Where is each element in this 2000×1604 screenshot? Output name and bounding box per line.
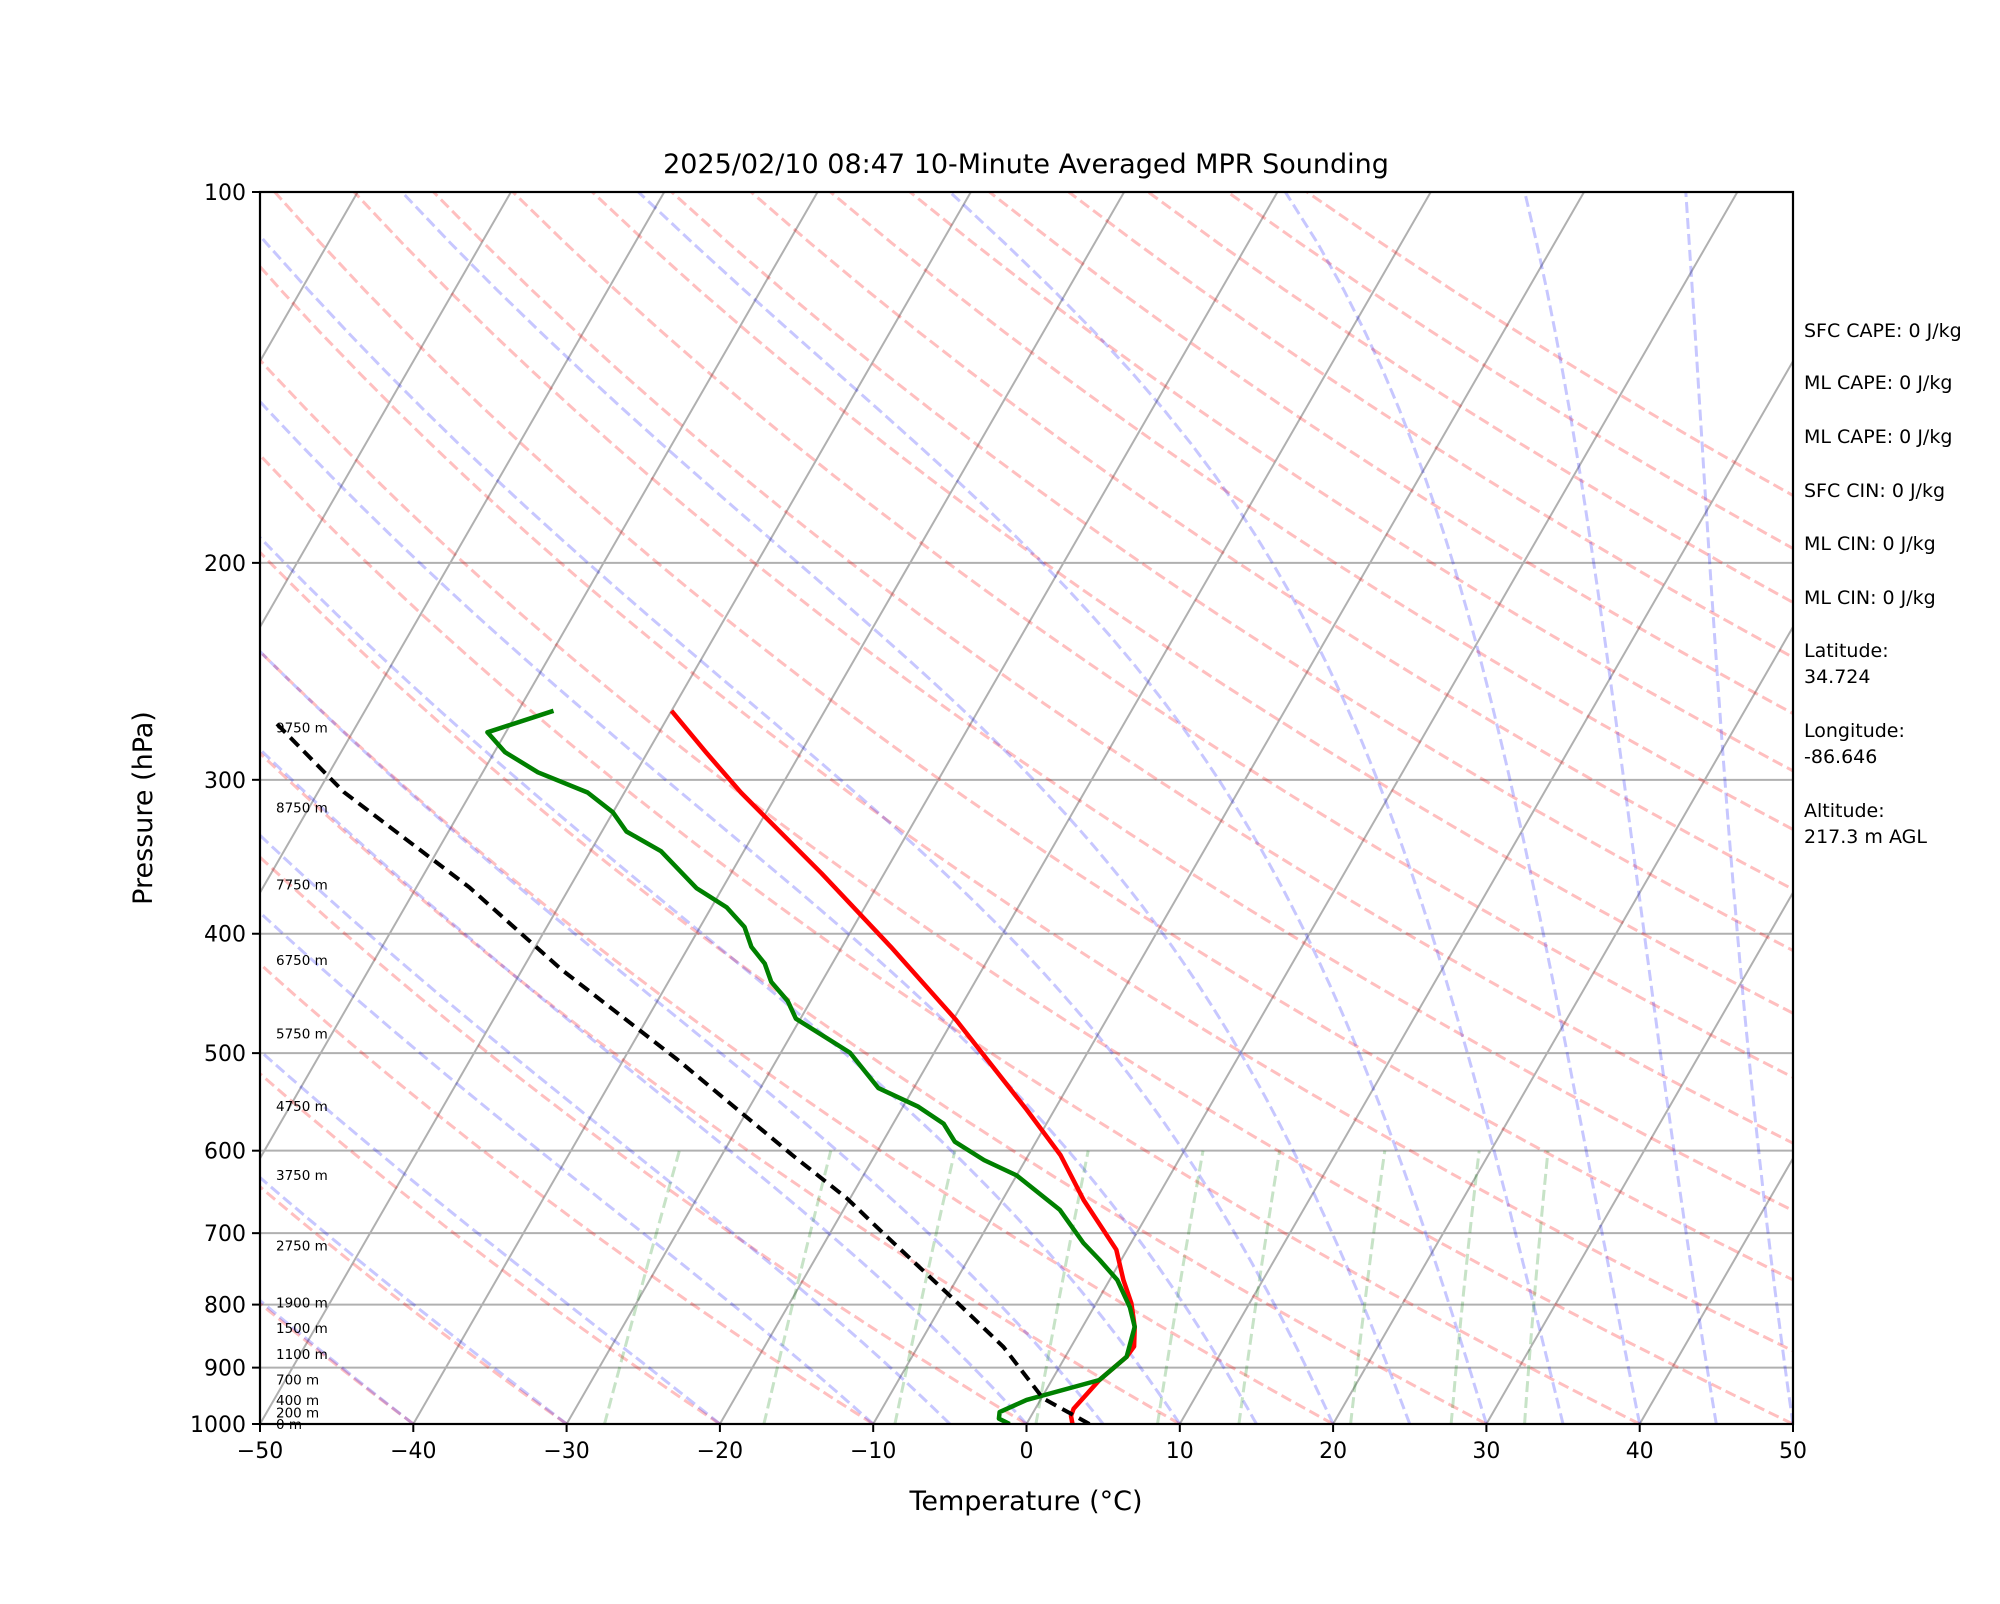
stat-value: -86.646 [1804,746,1877,768]
height-label: 400 m [276,1393,319,1409]
x-tick-label: −10 [850,1439,896,1464]
height-label: 7750 m [276,878,328,894]
x-tick-label: 50 [1779,1439,1807,1464]
height-label: 1500 m [276,1321,328,1337]
y-tick-label: 1000 [190,1413,246,1438]
stat-label: ML CIN: 0 J/kg [1804,533,1936,555]
x-tick-label: 0 [1020,1439,1034,1464]
height-label: 700 m [276,1372,319,1388]
x-tick-label: 30 [1472,1439,1500,1464]
x-axis-label: Temperature (°C) [908,1486,1142,1517]
x-tick-label: 40 [1626,1439,1654,1464]
y-axis-label: Pressure (hPa) [128,711,159,905]
height-label: 8750 m [276,801,328,817]
y-tick-label: 100 [204,181,246,206]
x-tick-label: −20 [697,1439,743,1464]
height-label: 6750 m [276,953,328,969]
stat-label: Longitude: [1804,720,1905,742]
x-tick-label: 20 [1319,1439,1347,1464]
y-tick-label: 800 [204,1294,246,1319]
height-label: 4750 m [276,1099,328,1115]
y-tick-label: 600 [204,1140,246,1165]
height-label: 3750 m [276,1168,328,1184]
y-tick-label: 700 [204,1222,246,1247]
y-tick-label: 500 [204,1042,246,1067]
stat-label: Latitude: [1804,640,1889,662]
x-tick-label: −40 [390,1439,436,1464]
x-tick-label: 10 [1166,1439,1194,1464]
x-tick-label: −50 [237,1439,283,1464]
y-tick-label: 200 [204,552,246,577]
height-label: 5750 m [276,1027,328,1043]
stat-label: Altitude: [1804,800,1885,822]
stat-label: SFC CIN: 0 J/kg [1804,480,1945,502]
stat-label: ML CAPE: 0 J/kg [1804,426,1952,448]
x-tick-label: −30 [543,1439,589,1464]
height-label: 1100 m [276,1347,328,1363]
height-label: 1900 m [276,1296,328,1312]
stat-label: SFC CAPE: 0 J/kg [1804,320,1962,342]
chart-title: 2025/02/10 08:47 10-Minute Averaged MPR … [663,149,1389,180]
stat-label: ML CIN: 0 J/kg [1804,587,1936,609]
height-label: 2750 m [276,1238,328,1254]
y-tick-label: 900 [204,1357,246,1382]
height-label: 9750 m [276,720,328,736]
y-tick-label: 300 [204,769,246,794]
y-tick-label: 400 [204,923,246,948]
stat-value: 217.3 m AGL [1804,826,1927,848]
stat-value: 34.724 [1804,666,1870,688]
stat-label: ML CAPE: 0 J/kg [1804,372,1952,394]
